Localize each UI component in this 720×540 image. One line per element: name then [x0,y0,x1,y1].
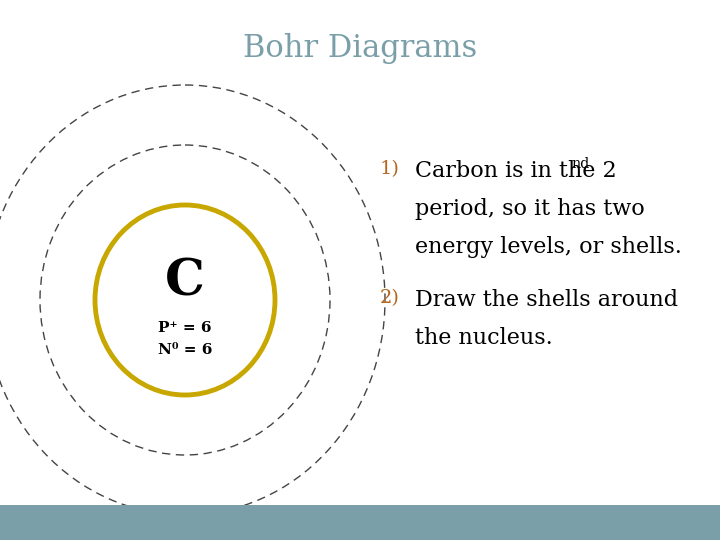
Text: energy levels, or shells.: energy levels, or shells. [415,236,682,258]
Text: 1): 1) [380,160,400,178]
Text: Bohr Diagrams: Bohr Diagrams [243,32,477,64]
Text: N⁰ = 6: N⁰ = 6 [158,343,212,357]
Text: Carbon is in the 2: Carbon is in the 2 [415,160,616,182]
Text: Draw the shells around: Draw the shells around [415,289,678,311]
Text: period, so it has two: period, so it has two [415,198,644,220]
Text: the nucleus.: the nucleus. [415,327,553,349]
Text: P⁺ = 6: P⁺ = 6 [158,321,212,335]
Text: 2): 2) [380,289,400,307]
Text: nd: nd [572,157,590,171]
Bar [0,505,720,540]
Text: C: C [165,258,205,307]
